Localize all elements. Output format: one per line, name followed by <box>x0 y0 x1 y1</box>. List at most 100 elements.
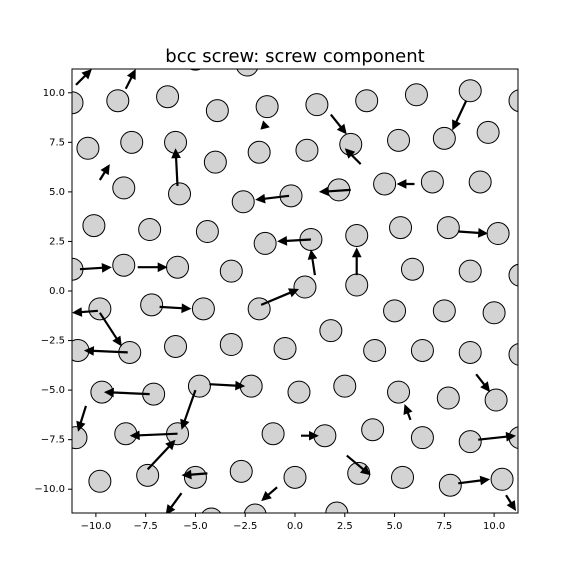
atom <box>106 89 130 113</box>
atom <box>191 297 215 321</box>
arrow <box>261 486 278 502</box>
atom <box>88 297 112 321</box>
arrow <box>137 262 168 273</box>
atom <box>203 150 227 174</box>
arrow <box>351 247 362 276</box>
atom <box>391 465 415 489</box>
arrow <box>180 389 197 430</box>
atom <box>293 275 317 299</box>
arrow <box>403 404 413 421</box>
atom <box>247 297 271 321</box>
atom <box>486 222 510 246</box>
atom <box>404 83 428 107</box>
arrow <box>83 346 128 356</box>
atom <box>243 503 267 513</box>
arrow <box>452 100 468 131</box>
arrow <box>260 120 270 130</box>
atom <box>166 255 190 279</box>
atom <box>484 388 508 412</box>
atom <box>387 380 411 404</box>
atom <box>187 374 211 398</box>
atom <box>273 336 297 360</box>
atom <box>508 263 518 287</box>
arrow <box>307 249 318 276</box>
atom <box>490 467 514 491</box>
atom <box>319 319 343 343</box>
atom <box>432 299 456 323</box>
atom <box>76 136 100 160</box>
atom <box>72 91 84 115</box>
atom <box>387 128 411 152</box>
atom <box>72 426 88 450</box>
y-tick-label: 2.5 <box>49 236 65 247</box>
atom <box>283 465 307 489</box>
atom <box>482 301 506 325</box>
arrow <box>129 430 178 441</box>
atom <box>253 231 277 255</box>
atom <box>373 172 397 196</box>
atom <box>219 259 243 283</box>
arrow <box>75 69 92 86</box>
y-tick-label: −10.0 <box>34 484 65 495</box>
arrow <box>505 494 516 511</box>
atom <box>363 338 387 362</box>
y-tick-label: −2.5 <box>41 336 65 347</box>
atom <box>436 216 460 240</box>
atom <box>112 253 136 277</box>
atom <box>231 190 255 214</box>
atom <box>205 99 229 123</box>
atom <box>468 170 492 194</box>
atom <box>261 422 285 446</box>
y-tick-label: 10.0 <box>43 88 65 99</box>
atom <box>138 218 162 242</box>
arrow <box>458 475 491 486</box>
atom <box>432 126 456 150</box>
atom <box>420 170 444 194</box>
atom <box>355 89 379 113</box>
atom <box>345 224 369 247</box>
atom <box>458 259 482 283</box>
arrow <box>458 228 489 238</box>
arrow <box>344 148 362 165</box>
atom <box>458 79 482 103</box>
arrow <box>124 69 136 90</box>
x-tick-label: −10.0 <box>81 521 112 532</box>
atom <box>508 89 518 113</box>
arrow <box>98 164 110 181</box>
atom <box>82 214 106 238</box>
arrow <box>99 312 122 347</box>
atom <box>458 430 482 454</box>
arrow <box>346 454 371 476</box>
atom <box>410 338 434 362</box>
arrow <box>260 288 299 306</box>
x-tick-label: 7.5 <box>436 521 452 532</box>
atom <box>236 69 259 77</box>
atom <box>305 93 329 117</box>
atom <box>295 138 319 162</box>
atom <box>436 386 460 410</box>
y-tick-label: 5.0 <box>49 187 65 198</box>
atom <box>476 120 500 144</box>
arrow <box>255 193 290 204</box>
atom <box>219 333 243 357</box>
atom <box>410 426 434 450</box>
atom <box>458 340 482 364</box>
arrow <box>277 236 311 246</box>
atom <box>438 473 462 497</box>
atom <box>361 418 385 442</box>
atom <box>247 140 271 164</box>
arrow <box>181 469 208 480</box>
atom <box>325 501 349 513</box>
arrow <box>159 303 192 314</box>
atom <box>201 507 222 513</box>
atom <box>195 220 219 244</box>
arrow <box>475 373 491 393</box>
atom <box>140 293 164 317</box>
arrow <box>330 113 347 135</box>
atom <box>400 257 424 281</box>
x-tick-label: 10.0 <box>483 521 505 532</box>
atom <box>255 95 279 119</box>
